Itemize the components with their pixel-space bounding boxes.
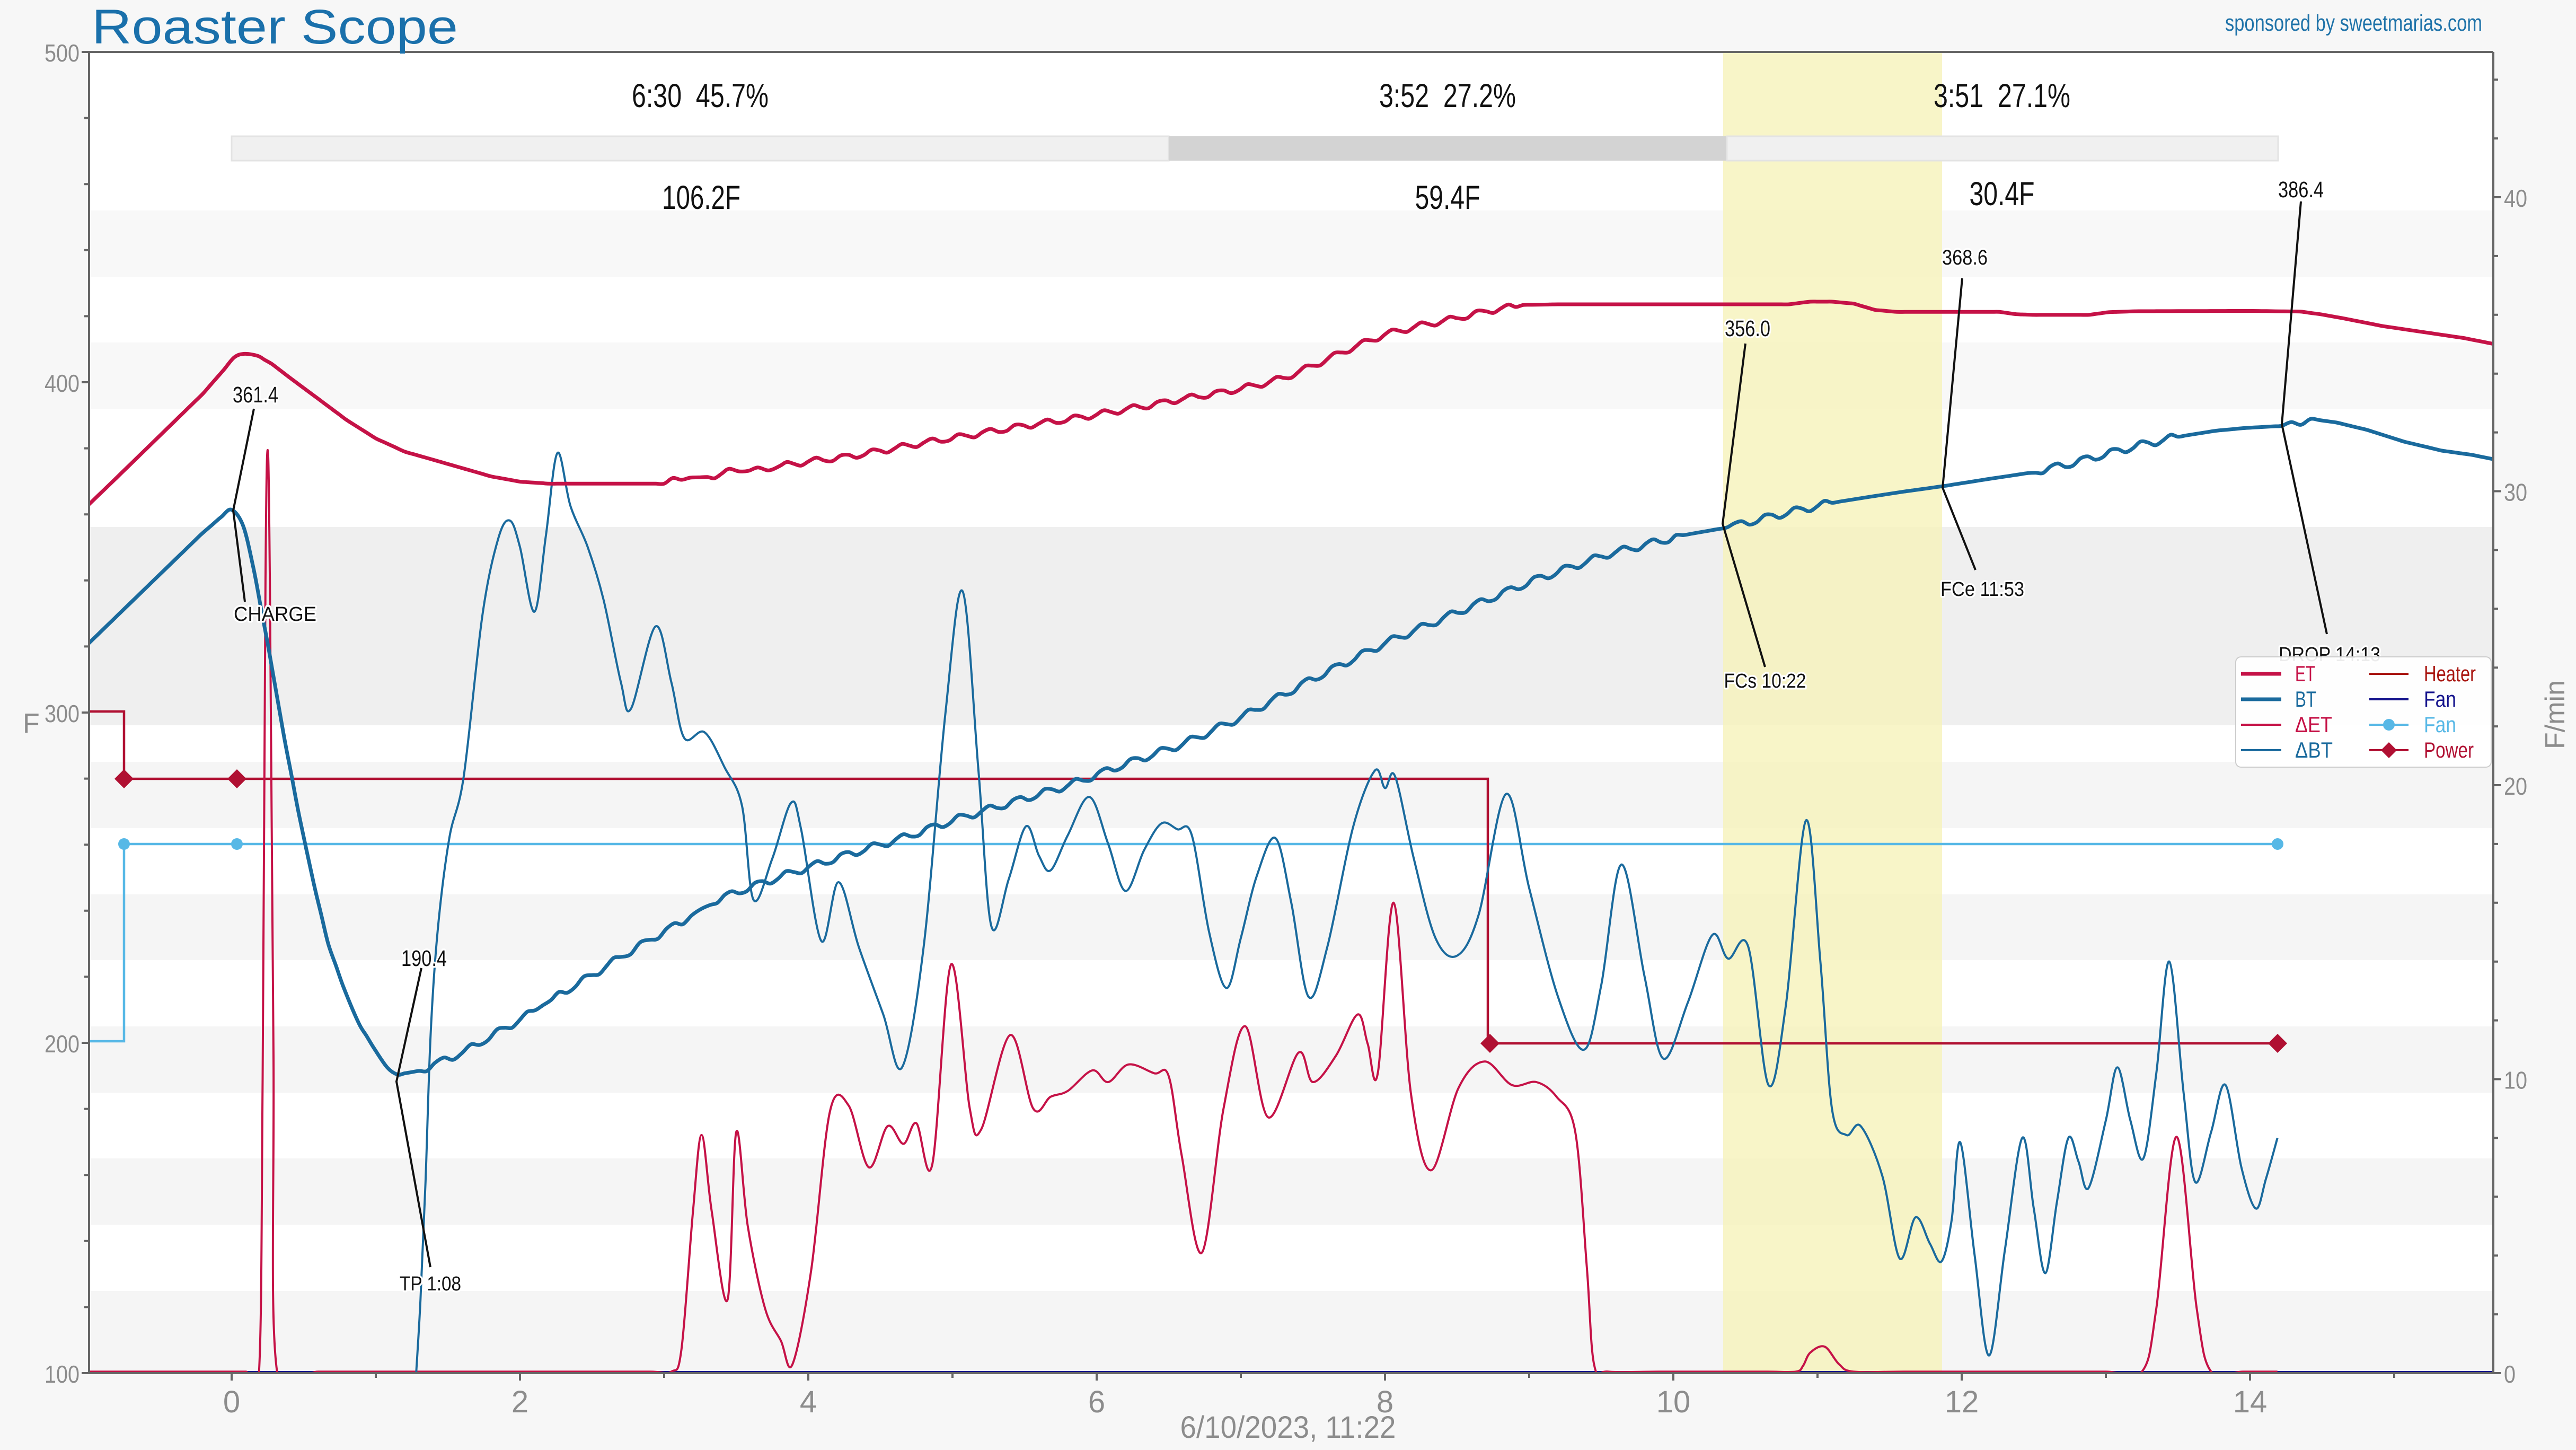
svg-text:200: 200 — [45, 1030, 80, 1058]
svg-text:12: 12 — [1945, 1385, 1979, 1419]
svg-text:F: F — [23, 708, 40, 739]
svg-text:400: 400 — [45, 370, 80, 397]
svg-text:Fan: Fan — [2424, 712, 2456, 737]
svg-text:190.4: 190.4 — [401, 946, 447, 971]
svg-text:ΔET: ΔET — [2295, 712, 2332, 737]
svg-text:368.6: 368.6 — [1942, 246, 1988, 269]
svg-text:Power: Power — [2424, 737, 2474, 762]
svg-text:TP 1:08: TP 1:08 — [400, 1273, 461, 1295]
svg-text:BT: BT — [2295, 687, 2316, 711]
svg-text:106.2F: 106.2F — [662, 179, 740, 216]
svg-text:F/min: F/min — [2540, 680, 2571, 749]
svg-text:6:30 45.7%: 6:30 45.7% — [632, 77, 769, 115]
svg-text:14: 14 — [2233, 1385, 2268, 1419]
svg-text:6: 6 — [1088, 1385, 1105, 1419]
svg-text:ET: ET — [2295, 661, 2315, 686]
svg-text:Roaster Scope: Roaster Scope — [92, 0, 458, 54]
svg-text:500: 500 — [45, 39, 80, 67]
svg-text:59.4F: 59.4F — [1415, 179, 1480, 216]
svg-text:CHARGE: CHARGE — [234, 603, 316, 626]
svg-text:40: 40 — [2504, 184, 2527, 212]
svg-text:386.4: 386.4 — [2278, 177, 2324, 203]
svg-text:356.0: 356.0 — [1725, 316, 1770, 341]
svg-text:TP 1:08: TP 1:08 — [400, 1273, 461, 1295]
svg-text:3:52 27.2%: 3:52 27.2% — [1379, 77, 1516, 115]
svg-text:10: 10 — [2504, 1067, 2527, 1094]
svg-text:30.4F: 30.4F — [1970, 175, 2035, 213]
svg-text:300: 300 — [45, 700, 80, 727]
svg-text:356.0: 356.0 — [1725, 316, 1770, 341]
svg-text:FCe 11:53: FCe 11:53 — [1940, 578, 2024, 601]
svg-text:100: 100 — [45, 1360, 80, 1388]
svg-text:0: 0 — [223, 1385, 240, 1419]
svg-text:2: 2 — [511, 1385, 528, 1419]
svg-text:190.4: 190.4 — [401, 946, 447, 971]
svg-text:20: 20 — [2504, 772, 2527, 800]
svg-text:4: 4 — [800, 1385, 817, 1419]
svg-text:ΔBT: ΔBT — [2295, 737, 2333, 762]
svg-text:Fan: Fan — [2424, 687, 2456, 711]
svg-text:386.4: 386.4 — [2278, 177, 2324, 203]
svg-text:8: 8 — [1377, 1385, 1393, 1419]
svg-text:CHARGE: CHARGE — [234, 603, 316, 626]
svg-text:30: 30 — [2504, 479, 2527, 506]
svg-text:6/10/2023, 11:22: 6/10/2023, 11:22 — [1180, 1410, 1396, 1445]
svg-text:Heater: Heater — [2424, 661, 2476, 686]
svg-text:sponsored by sweetmarias.com: sponsored by sweetmarias.com — [2225, 10, 2482, 36]
svg-text:361.4: 361.4 — [233, 382, 278, 408]
svg-text:3:51 27.1%: 3:51 27.1% — [1934, 77, 2070, 115]
svg-text:361.4: 361.4 — [233, 382, 278, 408]
svg-text:10: 10 — [1656, 1385, 1691, 1419]
svg-text:FCs 10:22: FCs 10:22 — [1724, 670, 1806, 692]
svg-text:0: 0 — [2504, 1360, 2516, 1388]
svg-text:368.6: 368.6 — [1942, 246, 1988, 269]
svg-text:FCe 11:53: FCe 11:53 — [1940, 578, 2024, 601]
svg-text:FCs 10:22: FCs 10:22 — [1724, 670, 1806, 692]
